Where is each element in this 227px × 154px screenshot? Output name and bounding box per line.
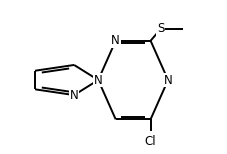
Text: N: N	[111, 34, 120, 47]
Text: N: N	[94, 73, 102, 87]
Text: N: N	[163, 73, 172, 87]
Text: N: N	[69, 89, 78, 102]
Text: Cl: Cl	[144, 135, 156, 148]
Text: S: S	[156, 22, 164, 35]
